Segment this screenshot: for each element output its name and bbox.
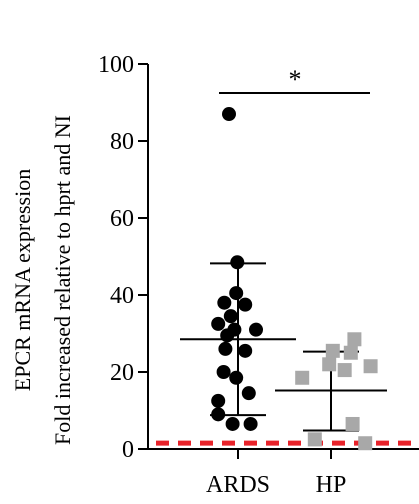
y-axis-label-line2: Fold increased relative to hprt and NI	[50, 115, 75, 445]
data-point-ards	[223, 309, 238, 324]
data-point-hp	[325, 343, 340, 358]
data-point-ards	[211, 393, 226, 408]
x-categories: ARDS HP	[206, 449, 346, 498]
data-point-ards	[238, 297, 253, 312]
data-point-ards	[211, 316, 226, 331]
data-point-ards	[238, 343, 253, 358]
y-ticks: 0 20 40 60 80 100	[98, 52, 148, 463]
data-point-ards	[217, 295, 232, 310]
data-point-ards	[218, 341, 233, 356]
data-point-ards	[222, 107, 236, 122]
data-point-hp	[322, 357, 337, 372]
data-point-hp	[295, 370, 310, 385]
data-point-hp	[337, 363, 352, 378]
y-tick-label: 20	[110, 360, 134, 386]
data-point-ards	[220, 328, 235, 343]
data-point-ards	[243, 416, 258, 431]
data-point-ards	[229, 370, 244, 385]
data-point-ards	[249, 322, 263, 337]
data-point-ards	[230, 255, 245, 270]
data-point-ards	[241, 386, 256, 401]
data-point-ards	[225, 416, 240, 431]
data-point-hp	[345, 416, 360, 431]
data-point-hp	[358, 436, 373, 451]
data-point-hp	[343, 345, 358, 360]
y-tick-label: 80	[110, 129, 134, 155]
significance-label: *	[289, 65, 302, 94]
x-category-label: ARDS	[206, 472, 270, 498]
data-point-ards	[229, 286, 244, 301]
data-point-hp	[363, 359, 378, 374]
data-point-hp	[347, 332, 362, 347]
y-axis-label-line1: EPCR mRNA expression	[10, 169, 35, 391]
y-tick-label: 60	[110, 206, 134, 232]
data-point-ards	[216, 365, 231, 379]
y-tick-label: 0	[122, 437, 134, 463]
data-point-hp	[307, 432, 322, 447]
x-category-label: HP	[316, 472, 347, 498]
y-tick-label: 100	[98, 52, 134, 78]
data-point-ards	[211, 407, 226, 422]
data-points	[211, 107, 378, 451]
y-tick-label: 40	[110, 283, 134, 309]
